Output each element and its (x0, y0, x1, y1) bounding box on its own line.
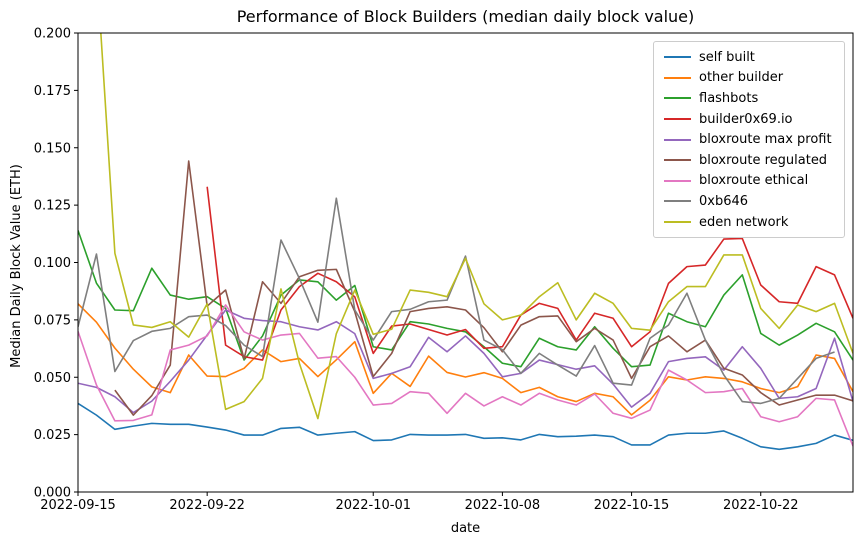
y-axis-label: Median Daily Block Value (ETH) (9, 164, 24, 368)
legend-item-builder0x69-io: builder0x69.io (664, 109, 834, 130)
legend-swatch (664, 221, 691, 224)
chart-title: Performance of Block Builders (median da… (236, 7, 695, 26)
y-tick-label: 0.125 (34, 199, 71, 214)
y-tick-label: 0.025 (34, 428, 71, 443)
legend-label: self built (699, 49, 755, 65)
legend-item-flashbots: flashbots (664, 88, 834, 109)
y-tick-label: 0.050 (34, 371, 71, 386)
series-line-bloxroute-regulated (114, 160, 853, 416)
x-tick-label: 2022-10-08 (465, 498, 541, 513)
legend-label: builder0x69.io (699, 111, 793, 127)
axes-frame (77, 32, 854, 493)
legend-item-eden-network: eden network (664, 212, 834, 233)
x-tick-label: 2022-09-15 (40, 498, 116, 513)
y-tick-label: 0.000 (34, 486, 71, 501)
x-tick-label: 2022-10-22 (723, 498, 799, 513)
series-line-flashbots (78, 230, 853, 368)
legend-swatch (664, 200, 691, 203)
y-tick-label: 0.150 (34, 141, 71, 156)
y-tick-label: 0.075 (34, 313, 71, 328)
legend-item-bloxroute-ethical: bloxroute ethical (664, 171, 834, 192)
legend-item-bloxroute-regulated: bloxroute regulated (664, 150, 834, 171)
legend-swatch (664, 76, 691, 79)
legend-label: bloxroute regulated (699, 152, 828, 168)
y-tick-label: 0.175 (34, 84, 71, 99)
y-tick-labels: 0.000 0.025 0.050 0.075 0.100 0.125 0.150 0.175… (34, 27, 78, 501)
y-tick-label: 0.200 (34, 27, 71, 42)
series-line-builder0x69-io (206, 186, 853, 361)
x-tick-labels: 2022-09-15 2022-09-22 2022-10-01 2022-10-08… (40, 492, 799, 513)
legend-label: other builder (699, 70, 784, 86)
legend-swatch (664, 118, 691, 121)
legend-item-self-built: self built (664, 47, 834, 68)
legend-label: eden network (699, 214, 789, 230)
legend: self built other builder flashbots builder0… (653, 41, 845, 239)
legend-swatch (664, 56, 691, 59)
series-line-eden-network (100, 33, 853, 420)
y-tick-label: 0.100 (34, 256, 71, 271)
legend-item-0xb646: 0xb646 (664, 191, 834, 212)
series-line-bloxroute-ethical (78, 304, 853, 447)
x-tick-label: 2022-10-15 (594, 498, 670, 513)
x-tick-label: 2022-10-01 (335, 498, 411, 513)
legend-swatch (664, 159, 691, 162)
legend-swatch (664, 97, 691, 100)
x-axis-label: date (450, 521, 481, 536)
legend-item-bloxroute-max-profit: bloxroute max profit (664, 129, 834, 150)
legend-label: bloxroute ethical (699, 173, 809, 189)
legend-swatch (664, 179, 691, 182)
series-line-other-builder (78, 303, 853, 416)
legend-label: 0xb646 (699, 193, 749, 209)
legend-item-other-builder: other builder (664, 68, 834, 89)
x-tick-label: 2022-09-22 (169, 498, 245, 513)
legend-label: flashbots (699, 90, 759, 106)
legend-label: bloxroute max profit (699, 132, 832, 148)
series-line-self-built (78, 402, 853, 451)
legend-swatch (664, 138, 691, 141)
